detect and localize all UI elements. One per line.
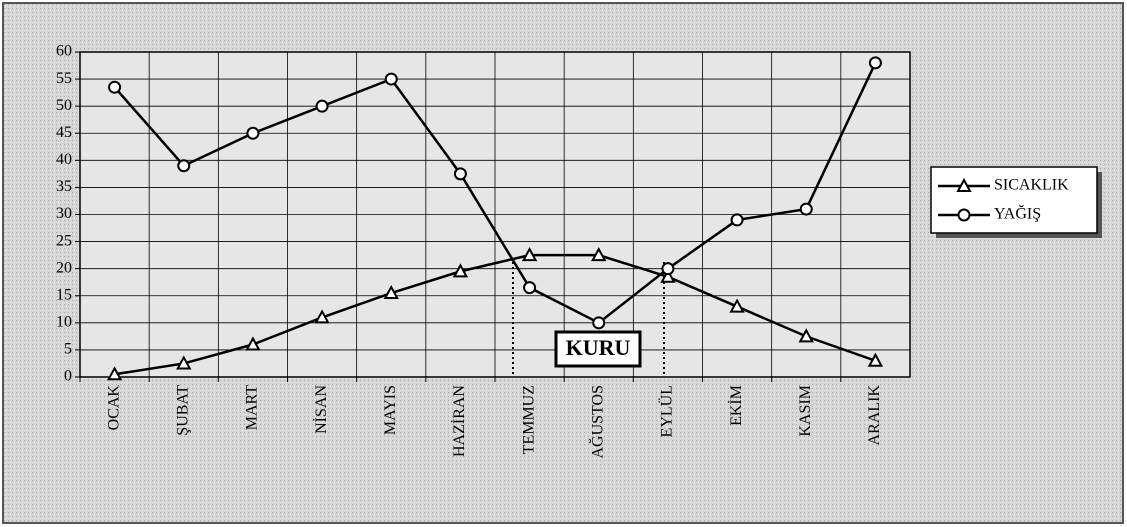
marker-circle (730, 213, 744, 227)
y-tick-label: 35 (56, 178, 72, 195)
marker-circle (315, 99, 329, 113)
marker-triangle (591, 247, 607, 262)
y-tick-label: 30 (56, 205, 72, 222)
marker-triangle (452, 263, 469, 278)
y-tick-label: 60 (56, 43, 72, 60)
marker-triangle (521, 247, 538, 262)
marker-triangle (729, 298, 745, 313)
legend (930, 166, 1098, 234)
x-tick-label: MART (244, 385, 261, 430)
x-tick-label: EYLÜL (658, 385, 676, 437)
marker-triangle (798, 328, 814, 343)
y-tick-label: 40 (56, 151, 72, 168)
marker-circle (523, 281, 537, 295)
x-tick-label: AĞUSTOS (587, 385, 606, 459)
series-line (113, 62, 877, 325)
marker-triangle (660, 268, 676, 283)
x-tick-label: OCAK (105, 385, 122, 431)
legend-label: SICAKLIK (994, 177, 1069, 194)
marker-circle (592, 316, 606, 330)
y-tick-label: 0 (64, 368, 72, 385)
marker-triangle (314, 309, 330, 324)
x-tick-label: NİSAN (312, 385, 330, 434)
marker-circle (384, 72, 398, 86)
marker-circle (661, 262, 675, 276)
x-tick-label: MAYIS (382, 385, 399, 435)
marker-circle (246, 126, 260, 140)
y-tick-label: 5 (64, 341, 72, 358)
legend-label: YAĞIŞ (994, 204, 1041, 223)
plot-border (79, 51, 911, 378)
y-tick-label: 45 (56, 124, 72, 141)
marker-triangle (106, 366, 123, 381)
series-line (114, 253, 876, 376)
y-tick-label: 50 (56, 97, 72, 114)
annotation-box (554, 330, 642, 368)
marker-triangle (867, 352, 884, 367)
marker-circle (957, 208, 971, 222)
x-tick-label: EKİM (727, 385, 745, 426)
marker-circle (453, 167, 467, 181)
y-tick-label: 10 (56, 314, 72, 331)
x-tick-label: KASIM (797, 385, 814, 437)
marker-triangle (176, 355, 192, 370)
marker-triangle (956, 177, 972, 192)
y-tick-label: 15 (56, 286, 72, 303)
y-tick-label: 25 (56, 232, 72, 249)
marker-circle (108, 80, 122, 94)
marker-circle (868, 56, 882, 70)
x-tick-label: ŞUBAT (174, 385, 191, 436)
marker-triangle (245, 336, 261, 351)
marker-triangle (383, 284, 399, 300)
x-tick-label: TEMMUZ (520, 385, 537, 454)
marker-circle (799, 202, 813, 216)
x-tick-label: ARALIK (866, 385, 883, 446)
annotation: KURU (566, 335, 631, 360)
x-tick-label: HAZİRAN (450, 385, 468, 457)
y-tick-label: 20 (56, 259, 72, 276)
marker-circle (177, 159, 191, 173)
y-tick-label: 55 (56, 70, 72, 87)
